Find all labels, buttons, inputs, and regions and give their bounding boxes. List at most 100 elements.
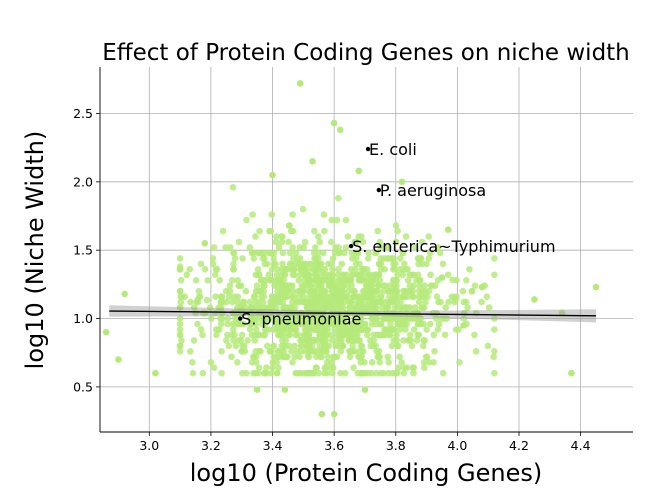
- data-point: [452, 326, 460, 333]
- data-point: [279, 337, 286, 344]
- data-point: [314, 277, 322, 284]
- data-point: [395, 364, 403, 372]
- annotations: E. coli P. aeruginosa S. enterica~Typhimur…: [237, 140, 556, 329]
- data-point: [329, 255, 337, 262]
- data-point: [443, 315, 451, 322]
- data-point: [363, 277, 371, 284]
- data-point: [466, 266, 473, 273]
- data-point: [210, 244, 218, 251]
- data-point: [269, 293, 276, 301]
- data-point: [224, 320, 231, 328]
- data-point: [451, 298, 458, 306]
- data-point: [358, 342, 366, 350]
- data-point: [441, 331, 449, 339]
- data-point: [197, 260, 205, 268]
- data-point: [270, 255, 278, 262]
- data-point: [275, 315, 282, 322]
- data-point: [121, 290, 128, 298]
- data-point: [299, 298, 306, 306]
- data-point: [369, 304, 376, 311]
- data-point: [280, 353, 287, 361]
- data-point: [366, 293, 374, 301]
- data-point: [280, 304, 288, 311]
- data-point: [421, 337, 429, 344]
- data-point: [307, 260, 315, 268]
- data-point: [260, 331, 268, 339]
- data-point: [311, 337, 318, 344]
- data-point: [287, 326, 295, 333]
- data-point: [278, 342, 286, 350]
- data-point: [406, 271, 414, 279]
- data-point: [231, 331, 238, 339]
- data-point: [401, 364, 409, 372]
- data-point: [274, 348, 282, 355]
- data-point: [249, 211, 256, 218]
- data-point: [384, 326, 391, 333]
- data-point: [271, 282, 278, 290]
- annotation-marker: [237, 316, 243, 321]
- data-point: [396, 326, 404, 333]
- data-point: [176, 331, 184, 339]
- data-point: [329, 337, 336, 344]
- data-point: [230, 260, 237, 268]
- data-point: [253, 386, 261, 393]
- data-point: [415, 255, 423, 262]
- data-point: [340, 293, 348, 301]
- data-point: [434, 244, 442, 251]
- data-point: [269, 171, 276, 179]
- data-point: [275, 293, 283, 301]
- data-point: [292, 326, 299, 333]
- data-point: [288, 320, 295, 328]
- data-point: [234, 359, 241, 366]
- data-point: [248, 249, 256, 257]
- data-point: [190, 337, 198, 344]
- data-point: [364, 326, 372, 333]
- data-point: [273, 233, 280, 240]
- data-point: [224, 331, 231, 339]
- data-point: [213, 331, 220, 339]
- data-point: [189, 369, 197, 377]
- data-point: [199, 369, 207, 377]
- data-point: [327, 364, 335, 372]
- data-point: [349, 255, 356, 262]
- data-point: [472, 348, 480, 355]
- data-point: [336, 337, 344, 344]
- data-point: [392, 315, 399, 322]
- data-point: [197, 326, 205, 333]
- data-point: [176, 287, 184, 295]
- data-point: [410, 369, 417, 377]
- data-point: [423, 326, 430, 333]
- data-point: [248, 320, 255, 328]
- data-point: [321, 304, 329, 311]
- data-point: [359, 238, 367, 246]
- data-point: [373, 348, 381, 355]
- data-point: [223, 337, 230, 344]
- data-point: [278, 320, 286, 328]
- data-point: [322, 337, 330, 344]
- data-point: [281, 271, 289, 279]
- data-point: [420, 342, 427, 350]
- data-point: [343, 271, 351, 279]
- data-point: [392, 238, 400, 246]
- data-point: [254, 271, 262, 279]
- data-point: [357, 359, 364, 366]
- data-point: [358, 233, 365, 240]
- data-point: [251, 337, 259, 344]
- data-point: [393, 298, 400, 306]
- data-point: [349, 342, 356, 350]
- data-point: [316, 293, 324, 301]
- data-point: [278, 233, 285, 240]
- data-point: [239, 255, 246, 262]
- data-point: [263, 369, 271, 377]
- x-tick-label: 4.4: [571, 438, 591, 453]
- data-point: [229, 277, 236, 284]
- data-point: [420, 320, 427, 328]
- data-point: [389, 369, 396, 377]
- data-point: [483, 293, 491, 301]
- x-tick-labels: 3.0 3.2 3.4 3.6 3.8 4.0 4.2 4.4: [139, 438, 590, 453]
- data-point: [297, 342, 305, 350]
- data-point: [292, 249, 300, 257]
- data-point: [491, 369, 498, 377]
- data-point: [435, 320, 443, 328]
- data-point: [235, 238, 243, 246]
